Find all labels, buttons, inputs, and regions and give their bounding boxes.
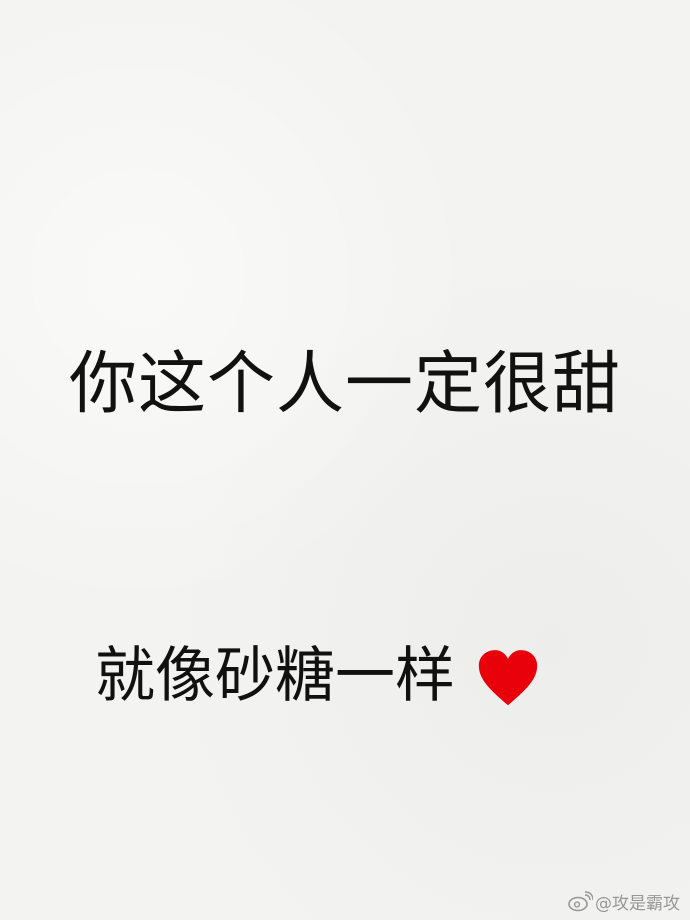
heart-icon [478,650,538,706]
headline-text: 你这个人一定很甜 [68,345,621,424]
heart-shape [478,650,538,706]
weibo-logo-icon [568,890,593,911]
subline-row: 就像砂糖一样 [95,636,539,716]
watermark-text: @攻是霸攻 [595,894,680,914]
subline-text: 就像砂糖一样 [95,641,455,711]
watermark: @攻是霸攻 [567,889,680,914]
